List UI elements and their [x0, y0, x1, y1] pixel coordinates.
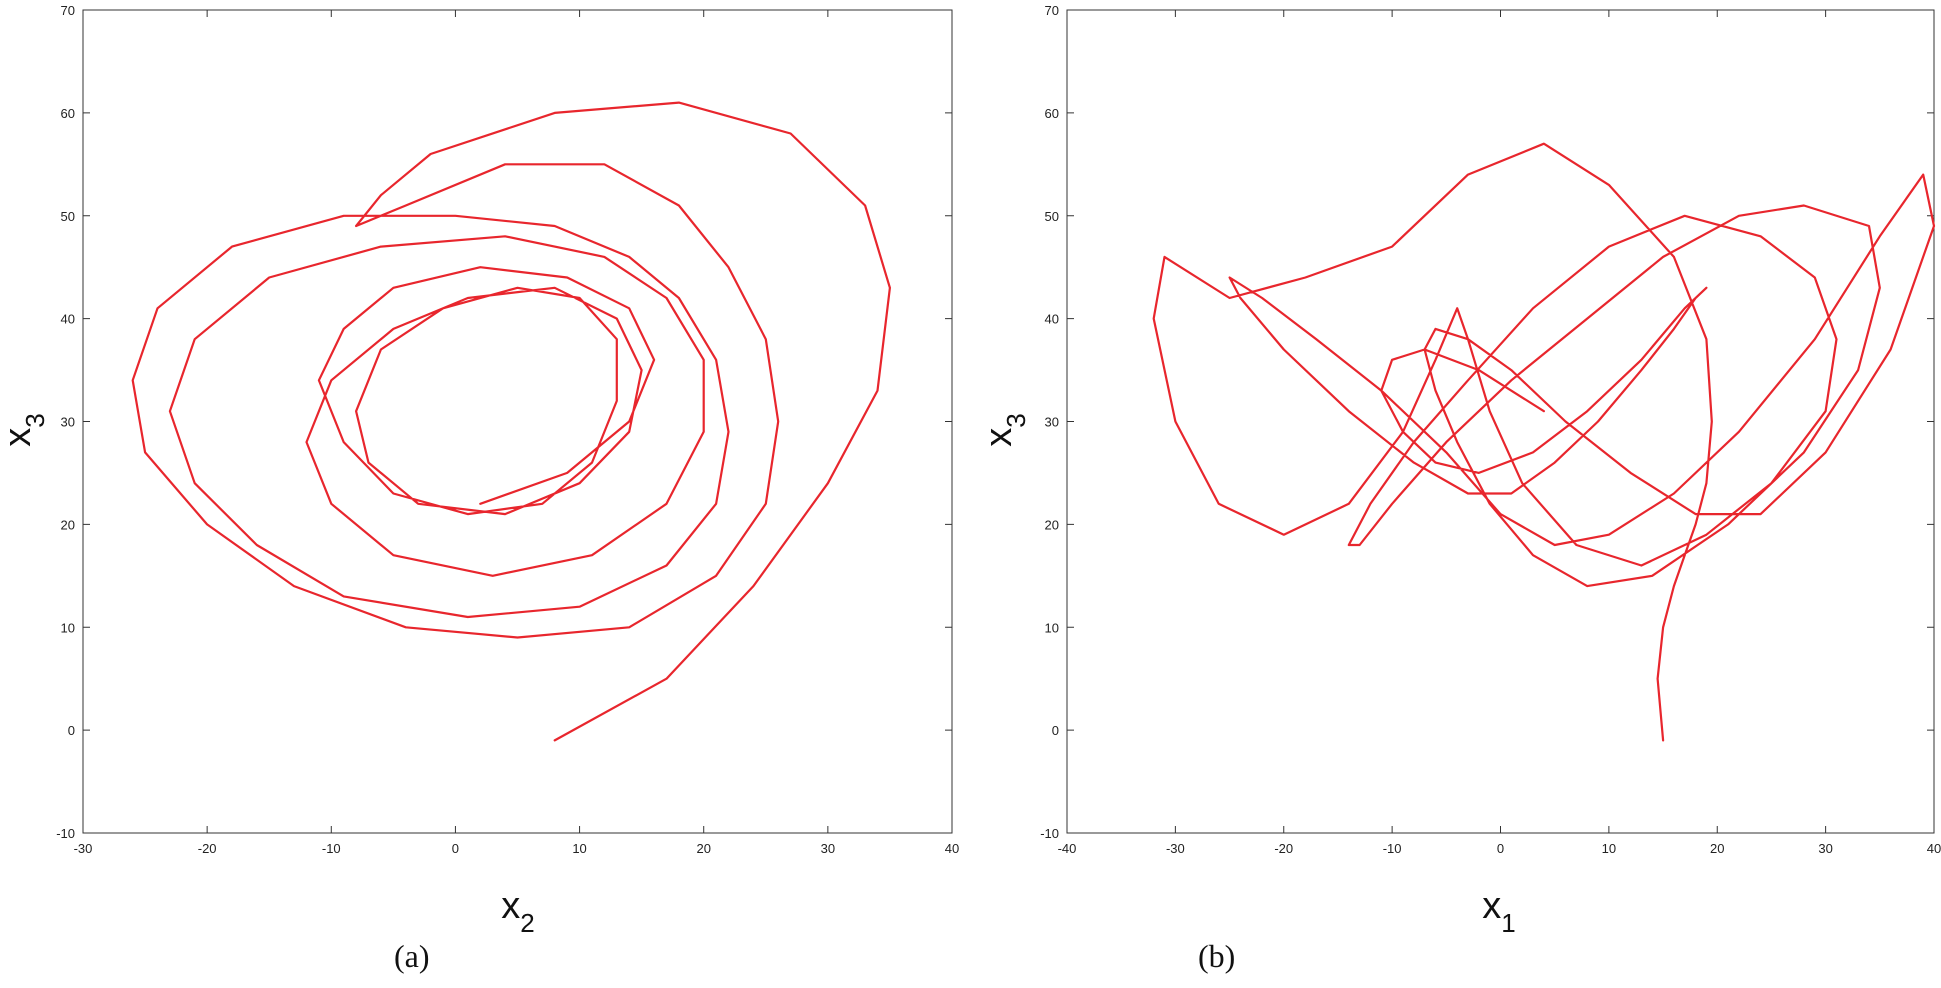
chart-b-x-tick-label: -10	[1383, 841, 1402, 856]
chart-a-x-tick-label: 30	[821, 841, 835, 856]
chart-b-x-axis-var: x	[1482, 885, 1501, 927]
chart-b-plot-frame	[1066, 9, 1935, 834]
chart-a-y-tick-label: 30	[61, 415, 75, 430]
chart-panel-a: -30 -20 -10 0 10 20 30 40 -10 0 10 20 30 40 50 60 70 x2 x3…	[0, 0, 970, 988]
chart-b-svg: -40 -30 -20 -10 0 10 20 30 40 -10 0 10 20 30 40 50 60 70 x…	[978, 3, 1941, 938]
chart-a-y-tick-label: 50	[61, 209, 75, 224]
chart-a-x-axis-sub: 2	[520, 908, 534, 938]
chart-b-y-tick-label: 30	[1045, 415, 1059, 430]
chart-b-x-axis-label: x1	[1482, 885, 1515, 938]
chart-b-y-tick-label: 20	[1045, 517, 1059, 532]
chart-b-x-tick-label: -20	[1274, 841, 1293, 856]
chart-b-y-axis-var: x	[978, 428, 1020, 447]
chart-b-x-axis-sub: 1	[1501, 908, 1515, 938]
chart-b-y-tick-label: -10	[1040, 826, 1059, 841]
chart-a-trajectory-line	[131, 101, 892, 742]
chart-a-y-axis-sub: 3	[20, 413, 50, 427]
chart-a-y-axis-label: x3	[0, 413, 50, 446]
chart-b-y-axis-label: x3	[978, 413, 1031, 446]
chart-b-x-tick-label: -30	[1166, 841, 1185, 856]
chart-a-x-tick-label: 40	[945, 841, 959, 856]
chart-a-x-tick-label: -30	[74, 841, 93, 856]
chart-a-x-tick-label: 0	[452, 841, 459, 856]
chart-a-y-tick-label: 0	[68, 723, 75, 738]
chart-b-x-tick-label: 20	[1710, 841, 1724, 856]
chart-a-caption: (a)	[394, 938, 430, 974]
chart-b-caption: (b)	[1198, 938, 1236, 974]
chart-a-y-tick-label: 10	[61, 620, 75, 635]
chart-a-x-axis-var: x	[501, 885, 520, 927]
chart-b-x-tick-label: 30	[1818, 841, 1832, 856]
chart-a-plot-frame	[82, 9, 953, 834]
chart-a-x-tick-label: 10	[572, 841, 586, 856]
chart-a-x-tick-label: -10	[322, 841, 341, 856]
chart-a-x-tick-label: 20	[696, 841, 710, 856]
chart-b-x-tick-label: 0	[1497, 841, 1504, 856]
chart-b-y-tick-label: 40	[1045, 312, 1059, 327]
chart-b-y-axis-sub: 3	[1001, 413, 1031, 427]
chart-a-y-tick-label: 70	[61, 3, 75, 18]
chart-b-y-tick-label: 50	[1045, 209, 1059, 224]
chart-b-y-tick-label: 10	[1045, 620, 1059, 635]
chart-a-y-tick-label: 40	[61, 312, 75, 327]
chart-b-x-tick-label: 40	[1927, 841, 1941, 856]
chart-a-y-tick-label: -10	[56, 826, 75, 841]
chart-a-x-tick-label: -20	[198, 841, 217, 856]
chart-b-y-tick-label: 0	[1052, 723, 1059, 738]
chart-a-y-axis-var: x	[0, 428, 39, 447]
chart-b-trajectory-line	[1152, 142, 1936, 742]
chart-b-y-tick-label: 60	[1045, 106, 1059, 121]
chart-b-y-tick-label: 70	[1045, 3, 1059, 18]
chart-b-x-tick-label: 10	[1602, 841, 1616, 856]
chart-panel-b: -40 -30 -20 -10 0 10 20 30 40 -10 0 10 20 30 40 50 60 70 x…	[971, 0, 1941, 988]
chart-a-x-axis-label: x2	[501, 885, 534, 938]
chart-b-x-tick-label: -40	[1058, 841, 1077, 856]
chart-a-y-tick-label: 20	[61, 517, 75, 532]
chart-a-y-tick-label: 60	[61, 106, 75, 121]
